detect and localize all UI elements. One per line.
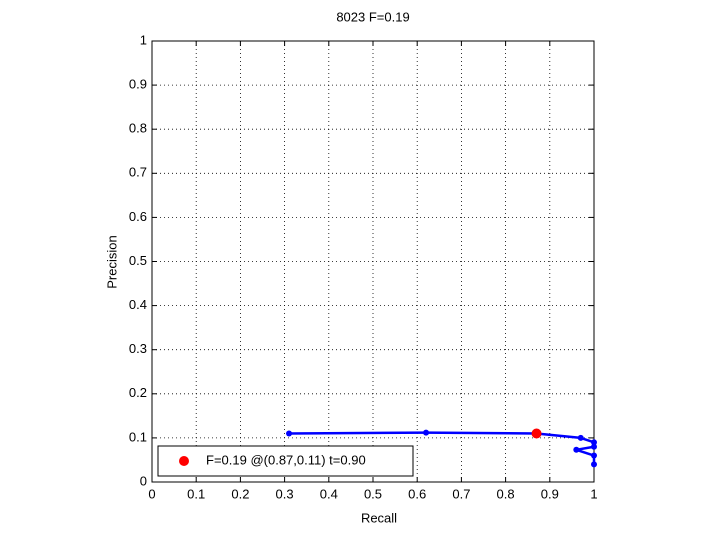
x-tick-label: 0.6 [408,486,426,501]
point-marker [286,430,293,437]
x-axis-label: Recall [361,510,397,525]
y-axis-label: Precision [104,235,119,288]
legend-box [157,445,414,477]
y-tick-label: 0.8 [129,121,147,136]
point-marker [591,443,597,450]
point-marker [591,439,597,446]
point-marker [591,461,597,468]
y-tick-label: 0.1 [129,429,147,444]
best-f-marker [531,428,542,439]
chart-title: 8023 F=0.19 [336,9,409,24]
point-marker [573,446,580,453]
x-tick-label: 0.2 [231,486,249,501]
x-tick-label: 0.7 [452,486,470,501]
x-tick-label: 0.3 [276,486,294,501]
plot-area [286,428,597,468]
legend: F=0.19 @(0.87,0.11) t=0.90 [157,445,414,477]
y-tick-label: 0 [140,473,147,488]
x-tick-label: 1 [590,486,597,501]
y-tick-label: 0.7 [129,165,147,180]
x-tick-label: 0.9 [541,486,559,501]
legend-marker [179,456,189,466]
y-tick-label: 1 [140,32,147,47]
x-tick-label: 0.8 [497,486,515,501]
y-tick-label: 0.9 [129,77,147,92]
x-tick-label: 0 [148,486,155,501]
y-tick-label: 0.6 [129,209,147,224]
x-tick-label: 0.5 [364,486,382,501]
point-marker [423,429,430,436]
plot-frame [151,40,595,483]
legend-label: F=0.19 @(0.87,0.11) t=0.90 [206,452,366,467]
y-tick-label: 0.4 [129,297,147,312]
y-tick-label: 0.2 [129,385,147,400]
y-tick-label: 0.5 [129,253,147,268]
y-tick-label: 0.3 [129,341,147,356]
x-tick-label: 0.4 [320,486,338,501]
point-marker [591,452,597,459]
point-marker [577,434,584,441]
x-tick-label: 0.1 [187,486,205,501]
